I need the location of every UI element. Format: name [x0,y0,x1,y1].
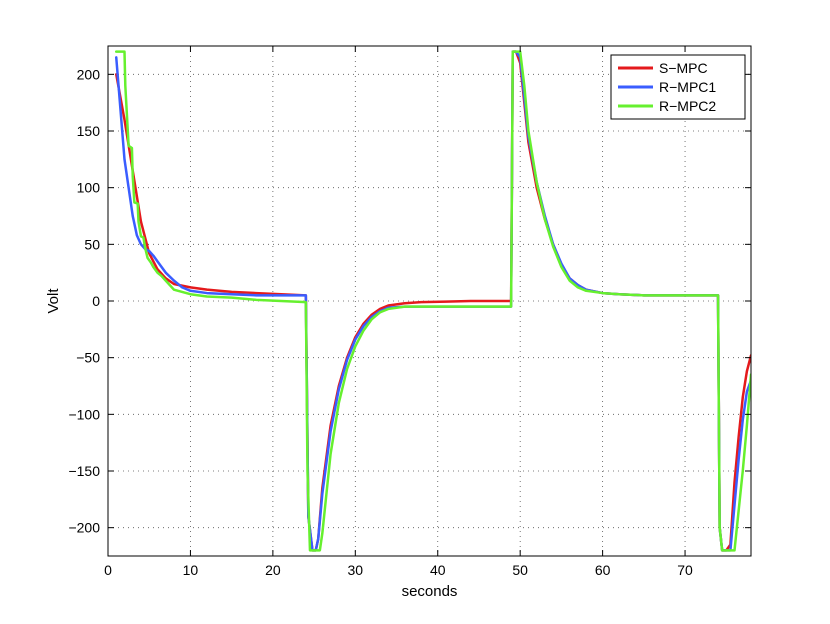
x-tick-label: 70 [677,562,693,578]
series-layer [114,50,751,552]
y-tick-label: −150 [68,463,100,479]
y-tick-label: 200 [77,66,101,82]
legend: S−MPC R−MPC1 R−MPC2 [610,54,746,120]
x-tick-label: 40 [430,562,446,578]
x-tick-label: 20 [265,562,281,578]
x-tick-label: 0 [104,562,112,578]
x-tick-label: 50 [512,562,528,578]
y-tick-label: 150 [77,123,101,139]
x-axis-label: seconds [402,583,458,600]
x-tick-label: 30 [348,562,364,578]
y-tick-label: 50 [84,236,100,252]
y-tick-label: 0 [92,293,100,309]
axis-ticks: 0 10 20 30 40 50 60 70 −200 −150 −100 −50 0 50 100 150 2… [68,46,751,578]
legend-label-r-mpc1: R−MPC1 [659,79,716,95]
y-tick-label: −100 [68,406,100,422]
legend-label-r-mpc2: R−MPC2 [659,98,716,114]
plot-area [114,50,751,552]
y-axis-label: Volt [45,288,62,314]
x-tick-label: 60 [595,562,611,578]
series-line-r-mpc2 [114,50,751,552]
legend-label-s-mpc: S−MPC [659,60,708,76]
y-tick-label: −50 [76,350,100,366]
x-tick-label: 10 [183,562,199,578]
y-tick-label: −200 [68,520,100,536]
y-tick-label: 100 [77,180,101,196]
